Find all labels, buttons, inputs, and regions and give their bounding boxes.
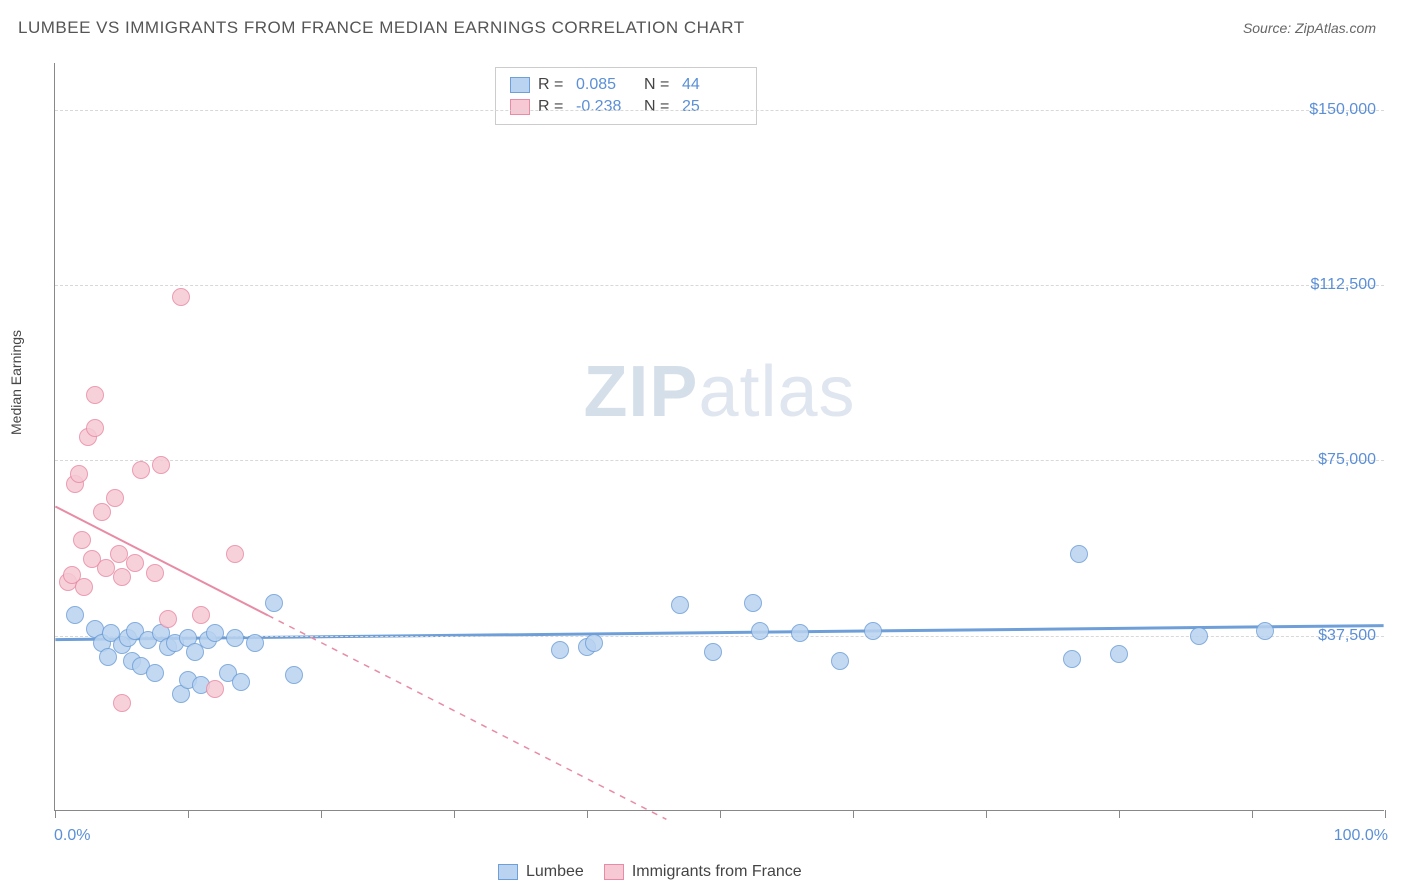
gridline — [55, 460, 1384, 461]
data-point — [113, 694, 131, 712]
x-tick — [55, 810, 56, 818]
y-tick-label: $150,000 — [1309, 101, 1376, 119]
data-point — [192, 606, 210, 624]
data-point — [146, 664, 164, 682]
data-point — [704, 643, 722, 661]
data-point — [751, 622, 769, 640]
data-point — [265, 594, 283, 612]
gridline — [55, 110, 1384, 111]
data-point — [126, 554, 144, 572]
x-tick — [853, 810, 854, 818]
data-point — [206, 624, 224, 642]
data-point — [106, 489, 124, 507]
data-point — [1256, 622, 1274, 640]
x-tick — [720, 810, 721, 818]
data-point — [1070, 545, 1088, 563]
x-axis-max: 100.0% — [1334, 827, 1388, 845]
data-point — [73, 531, 91, 549]
data-point — [226, 545, 244, 563]
source-label: Source: ZipAtlas.com — [1243, 20, 1376, 36]
swatch-france-icon — [604, 864, 624, 880]
data-point — [70, 465, 88, 483]
x-tick — [1252, 810, 1253, 818]
x-tick — [587, 810, 588, 818]
legend-item-france: Immigrants from France — [604, 863, 802, 881]
data-point — [226, 629, 244, 647]
watermark: ZIPatlas — [583, 351, 855, 433]
data-point — [146, 564, 164, 582]
data-point — [585, 634, 603, 652]
chart-title: LUMBEE VS IMMIGRANTS FROM FRANCE MEDIAN … — [18, 18, 745, 38]
legend-label-lumbee: Lumbee — [526, 863, 584, 881]
y-tick-label: $112,500 — [1310, 276, 1376, 294]
x-tick — [321, 810, 322, 818]
data-point — [132, 461, 150, 479]
y-tick-label: $37,500 — [1318, 627, 1376, 645]
data-point — [864, 622, 882, 640]
data-point — [75, 578, 93, 596]
header: LUMBEE VS IMMIGRANTS FROM FRANCE MEDIAN … — [0, 0, 1406, 48]
data-point — [671, 596, 689, 614]
data-point — [1110, 645, 1128, 663]
data-point — [66, 606, 84, 624]
data-point — [232, 673, 250, 691]
data-point — [206, 680, 224, 698]
gridline — [55, 285, 1384, 286]
plot-area: ZIPatlas R = 0.085 N = 44 R = -0.238 N =… — [54, 63, 1384, 811]
legend-item-lumbee: Lumbee — [498, 863, 584, 881]
data-point — [246, 634, 264, 652]
swatch-lumbee — [510, 77, 530, 93]
data-point — [86, 386, 104, 404]
data-point — [172, 288, 190, 306]
legend-row-france: R = -0.238 N = 25 — [510, 96, 742, 118]
x-axis-min: 0.0% — [54, 827, 90, 845]
x-tick — [454, 810, 455, 818]
correlation-legend: R = 0.085 N = 44 R = -0.238 N = 25 — [495, 67, 757, 125]
series-legend: Lumbee Immigrants from France — [498, 863, 802, 881]
y-axis-label: Median Earnings — [8, 330, 24, 435]
data-point — [285, 666, 303, 684]
data-point — [551, 641, 569, 659]
trend-lines — [55, 63, 1384, 810]
x-tick — [188, 810, 189, 818]
chart-container: Median Earnings ZIPatlas R = 0.085 N = 4… — [18, 55, 1388, 845]
swatch-france — [510, 99, 530, 115]
data-point — [831, 652, 849, 670]
x-tick — [1119, 810, 1120, 818]
data-point — [86, 419, 104, 437]
data-point — [1190, 627, 1208, 645]
x-tick — [986, 810, 987, 818]
data-point — [113, 568, 131, 586]
data-point — [159, 610, 177, 628]
data-point — [791, 624, 809, 642]
legend-label-france: Immigrants from France — [632, 863, 802, 881]
data-point — [1063, 650, 1081, 668]
data-point — [744, 594, 762, 612]
data-point — [93, 503, 111, 521]
legend-row-lumbee: R = 0.085 N = 44 — [510, 74, 742, 96]
y-tick-label: $75,000 — [1318, 451, 1376, 469]
x-tick — [1385, 810, 1386, 818]
swatch-lumbee-icon — [498, 864, 518, 880]
data-point — [152, 456, 170, 474]
